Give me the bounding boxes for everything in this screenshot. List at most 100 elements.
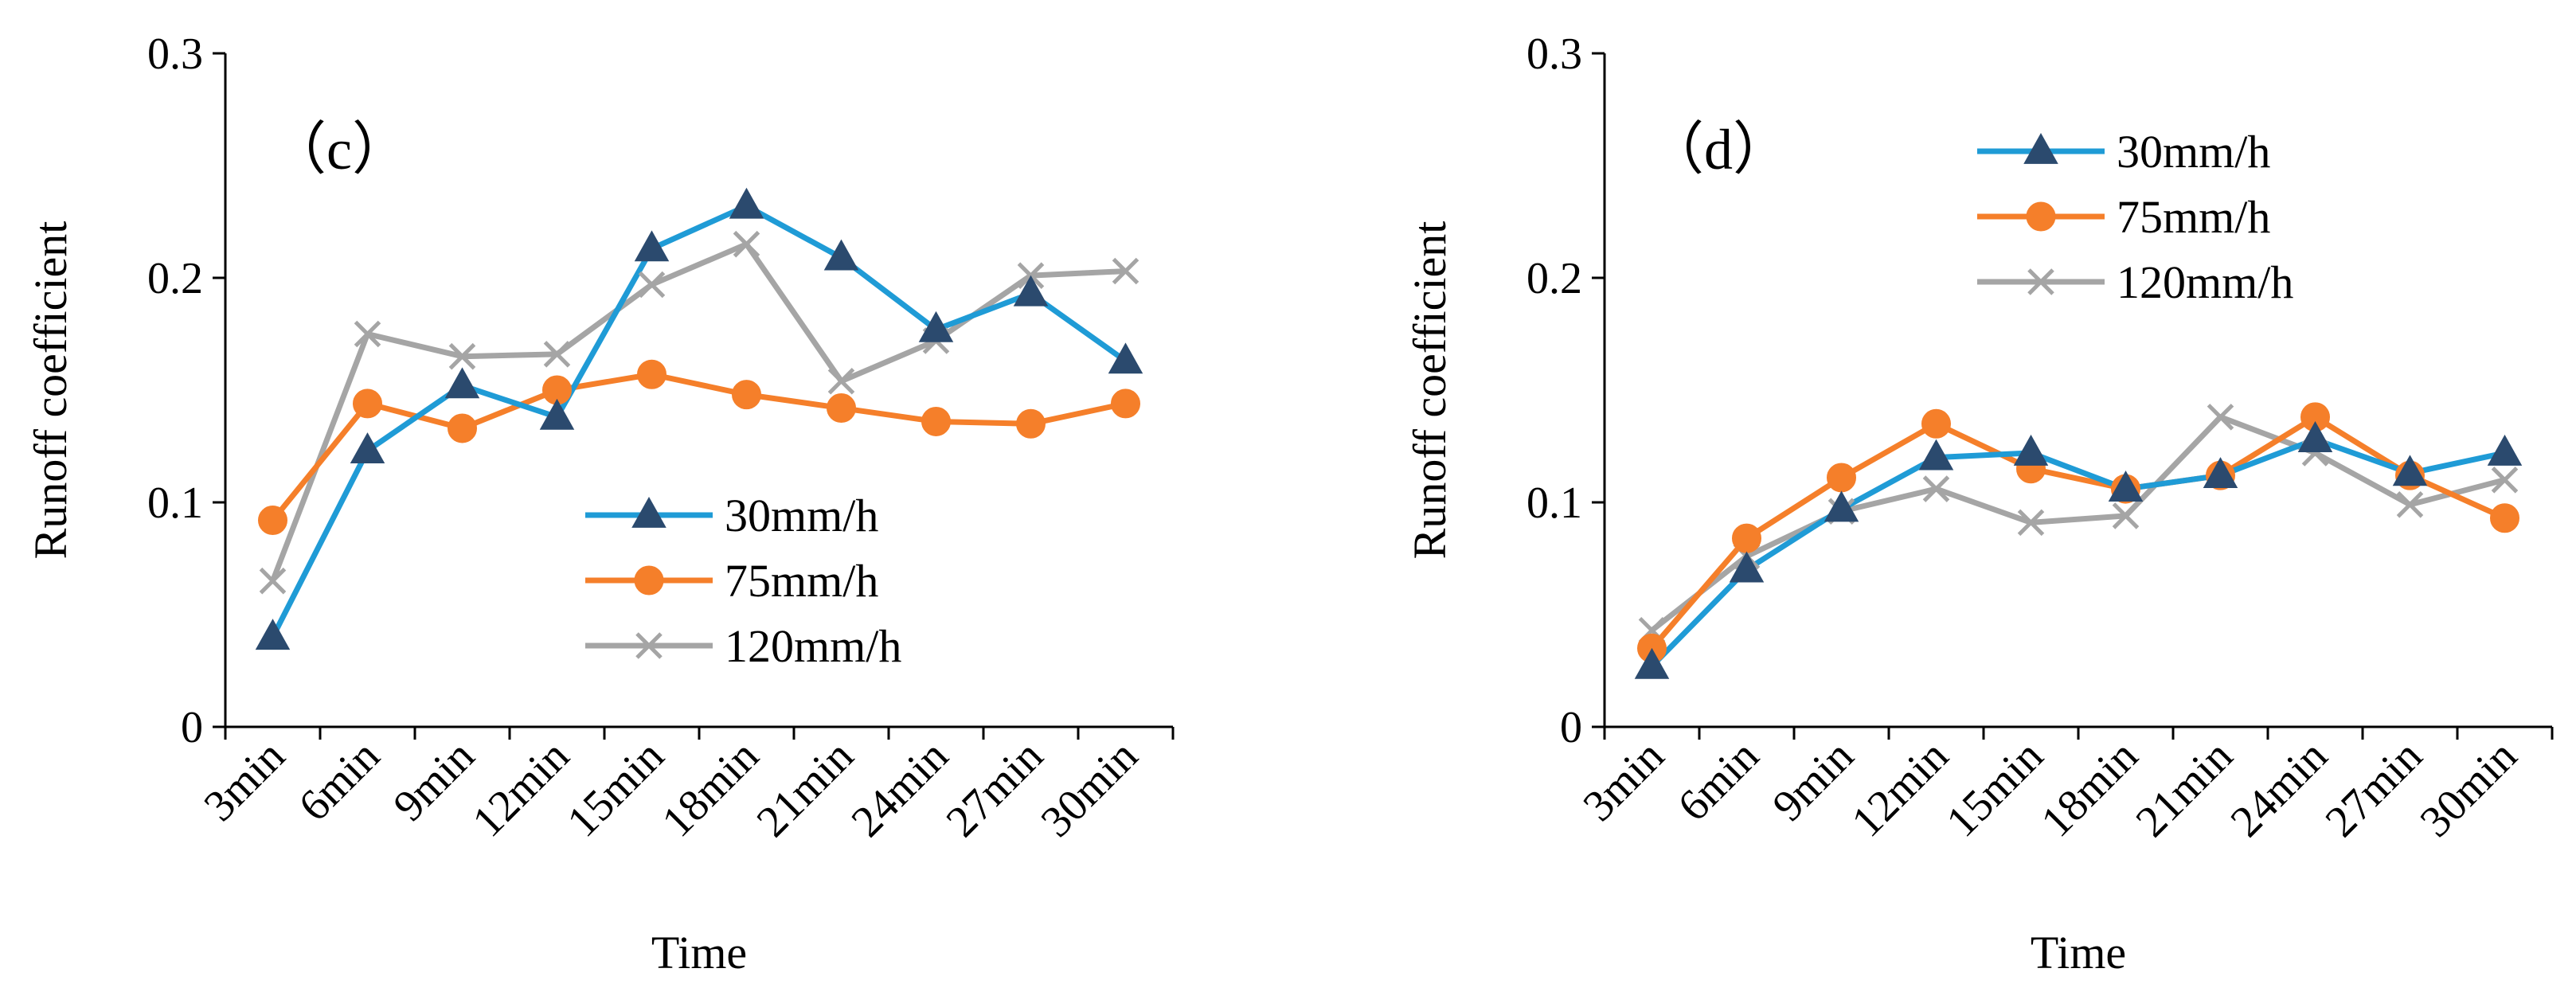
x-tick-label: 12min (1843, 731, 1958, 846)
chart-panel-d: 00.10.20.33min6min9min12min15min18min21m… (1404, 29, 2554, 978)
data-point-30mm-h (729, 187, 764, 219)
x-tick-label: 3min (1573, 731, 1673, 830)
data-point-120mm-h (448, 342, 476, 370)
x-tick-label: 24min (842, 731, 958, 846)
data-point-30mm-h (823, 239, 859, 271)
data-point-30mm-h (1824, 490, 1859, 522)
data-point-75mm-h (1921, 408, 1951, 439)
x-tick-label: 15min (558, 731, 674, 846)
data-point-75mm-h (1111, 389, 1140, 419)
data-point-120mm-h (259, 567, 287, 595)
data-point-30mm-h (2203, 457, 2238, 489)
data-point-30mm-h (1013, 275, 1049, 307)
legend-label: 120mm/h (2117, 256, 2293, 308)
x-tick-label: 18min (2032, 731, 2148, 846)
data-point-120mm-h (638, 271, 666, 299)
legend-marker-75mm-h (634, 565, 664, 596)
data-point-75mm-h (1016, 408, 1046, 439)
data-point-120mm-h (2396, 491, 2424, 518)
series-line-75mm-h (1649, 414, 2506, 650)
x-tick-label: 27min (2316, 731, 2432, 846)
x-tick-label: 6min (289, 731, 389, 830)
data-point-30mm-h (634, 230, 670, 262)
series-line-120mm-h (1650, 414, 2506, 633)
x-tick-label: 30min (1032, 731, 1147, 846)
x-tick-label: 12min (463, 731, 579, 846)
data-point-120mm-h (827, 367, 855, 395)
y-tick-label: 0.2 (1526, 254, 1582, 303)
data-point-75mm-h (353, 389, 382, 419)
data-point-30mm-h (2297, 421, 2333, 452)
data-point-75mm-h (921, 406, 951, 436)
series-line-75mm-h (270, 371, 1127, 522)
data-point-30mm-h (1918, 439, 1954, 471)
data-point-75mm-h (1827, 463, 1856, 493)
data-point-120mm-h (2207, 404, 2234, 431)
panel-label: （c） (269, 118, 409, 182)
x-axis-title: Time (651, 927, 747, 978)
data-point-120mm-h (543, 341, 571, 368)
y-tick-label: 0.3 (147, 29, 203, 79)
series-line-120mm-h (270, 241, 1126, 582)
data-point-30mm-h (2487, 434, 2523, 466)
y-axis-title: Runoff coefficient (1404, 221, 1456, 560)
data-point-120mm-h (354, 320, 381, 348)
data-point-30mm-h (1108, 342, 1143, 374)
legend-marker-75mm-h (2026, 201, 2056, 232)
y-axis-title: Runoff coefficient (25, 221, 76, 560)
legend-marker-30mm-h (2023, 132, 2058, 164)
legend-label: 30mm/h (725, 490, 878, 541)
legend-marker-120mm-h (635, 632, 663, 659)
data-point-30mm-h (444, 367, 480, 399)
x-axis-title: Time (2031, 927, 2126, 978)
y-tick-label: 0.1 (147, 478, 203, 528)
x-tick-label: 18min (653, 731, 768, 846)
data-point-30mm-h (2108, 471, 2144, 502)
x-tick-label: 21min (748, 731, 863, 846)
legend-label: 75mm/h (2117, 191, 2270, 243)
y-tick-label: 0 (181, 703, 203, 752)
data-point-75mm-h (448, 413, 477, 443)
chart-panel-c: 00.10.20.33min6min9min12min15min18min21m… (25, 29, 1175, 978)
series-line-30mm-h (270, 203, 1128, 638)
x-tick-label: 3min (194, 731, 294, 830)
data-point-120mm-h (1112, 257, 1139, 285)
data-point-75mm-h (1732, 523, 1761, 553)
data-point-75mm-h (2490, 503, 2519, 533)
y-tick-label: 0 (1560, 703, 1582, 752)
data-point-75mm-h (732, 380, 761, 410)
data-point-30mm-h (539, 398, 575, 430)
data-point-30mm-h (918, 310, 954, 342)
y-tick-label: 0.2 (147, 254, 203, 303)
data-point-30mm-h (350, 432, 385, 464)
data-point-30mm-h (2013, 434, 2049, 466)
data-point-75mm-h (258, 506, 287, 536)
legend-label: 30mm/h (2117, 126, 2270, 178)
y-tick-label: 0.1 (1526, 478, 1582, 528)
x-tick-label: 6min (1668, 731, 1768, 830)
x-tick-label: 15min (1937, 731, 2053, 846)
data-point-75mm-h (637, 359, 666, 389)
x-tick-label: 21min (2127, 731, 2242, 846)
legend-marker-120mm-h (2027, 268, 2054, 295)
data-point-120mm-h (2017, 509, 2045, 537)
x-tick-label: 30min (2411, 731, 2527, 846)
data-point-30mm-h (1634, 647, 1670, 679)
y-tick-label: 0.3 (1526, 29, 1582, 79)
data-point-75mm-h (827, 393, 856, 424)
x-tick-label: 27min (937, 731, 1053, 846)
data-point-30mm-h (255, 619, 291, 650)
panel-label: （d） (1647, 118, 1790, 182)
data-point-120mm-h (733, 230, 760, 258)
data-point-30mm-h (1729, 551, 1765, 583)
data-point-120mm-h (1922, 475, 1950, 502)
data-point-30mm-h (2392, 455, 2428, 486)
legend-label: 75mm/h (725, 555, 878, 607)
legend-marker-30mm-h (631, 496, 666, 528)
data-point-120mm-h (2491, 467, 2519, 494)
data-point-120mm-h (2112, 502, 2140, 529)
legend-label: 120mm/h (725, 620, 901, 672)
x-tick-label: 24min (2222, 731, 2337, 846)
series-line-30mm-h (1650, 436, 2506, 669)
